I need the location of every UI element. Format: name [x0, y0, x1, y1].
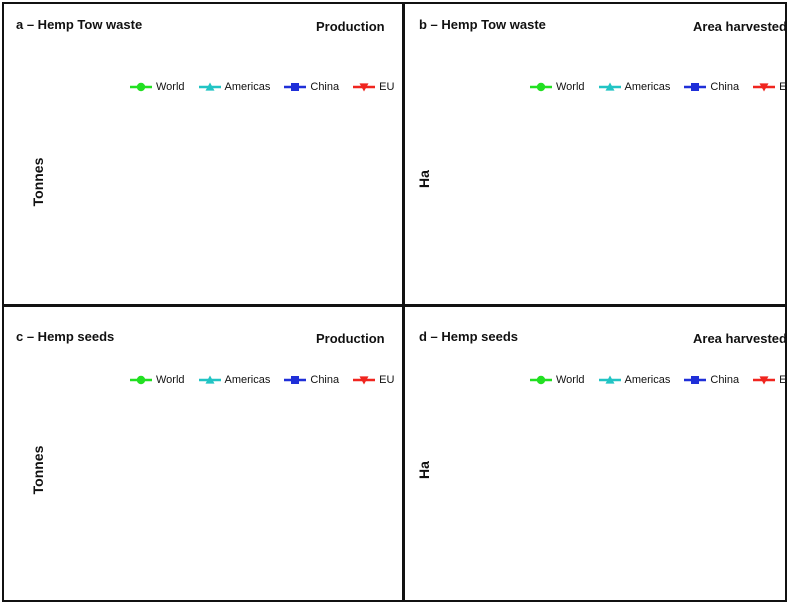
legend-marker-world — [536, 375, 546, 385]
legend-label-eu: EU — [779, 81, 787, 93]
legend-item-eu: EU — [753, 374, 787, 386]
legend-marker-americas — [205, 82, 215, 91]
legend-label-world: World — [156, 81, 185, 93]
legend-item-china: 0500001000001500001998200120042007201020… — [284, 81, 339, 93]
panel-b-kind: Area harvested — [693, 19, 787, 34]
legend-item-eu: EU — [353, 374, 394, 386]
legend-swatch-eu: 0100002000030000400005000019982001200420… — [353, 83, 376, 92]
panel-c-label: c – Hemp seeds — [16, 329, 115, 344]
legend-marker-eu — [359, 83, 369, 92]
legend-item-world: World — [530, 81, 585, 93]
legend-swatch-china: 0500001000001500001998200120042007201020… — [284, 83, 307, 91]
panel-a-plot — [4, 4, 404, 306]
legend-marker-eu — [759, 376, 769, 385]
legend-swatch-china — [684, 83, 707, 91]
panel-a-legend: 0200004000060000800001000001998200120042… — [130, 81, 402, 93]
legend-swatch-americas — [598, 375, 621, 384]
legend-marker-china — [291, 83, 300, 91]
legend-swatch-americas — [198, 375, 221, 384]
legend-swatch-world — [130, 375, 152, 385]
legend-item-eu: 0100002000030000400005000019982001200420… — [353, 81, 394, 93]
legend-item-americas: Americas — [598, 374, 671, 386]
legend-marker-eu — [759, 83, 769, 92]
legend-label-americas: Americas — [624, 374, 671, 386]
legend-swatch-china — [684, 376, 707, 384]
legend-item-americas: Americas — [198, 374, 271, 386]
panel-d: d – Hemp seeds Area harvested World Ameri… — [403, 305, 787, 602]
legend-label-china: China — [310, 81, 340, 93]
legend-item-americas: Americas — [598, 81, 671, 93]
legend-swatch-world — [530, 82, 552, 92]
panel-c-kind: Production — [316, 331, 385, 346]
legend-label-eu: EU — [779, 374, 787, 386]
panel-b-label: b – Hemp Tow waste — [419, 17, 546, 32]
legend-marker-world — [536, 82, 546, 92]
panel-a: a – Hemp Tow waste Production 0200004000… — [2, 2, 404, 306]
panel-d-kind: Area harvested — [693, 331, 787, 346]
legend-label-world: World — [156, 374, 185, 386]
legend-item-china: China — [684, 374, 739, 386]
panel-d-legend: World Americas China EU — [530, 374, 787, 386]
legend-item-world: World — [130, 374, 185, 386]
panel-b: b – Hemp Tow waste Area harvested World A… — [403, 2, 787, 306]
panel-a-label: a – Hemp Tow waste — [16, 17, 143, 32]
legend-label-eu: EU — [379, 81, 395, 93]
panel-d-label: d – Hemp seeds — [419, 329, 518, 344]
legend-item-china: China — [684, 81, 739, 93]
legend-marker-eu — [359, 376, 369, 385]
legend-item-americas: 0100002000040000600008000019982001200420… — [198, 81, 271, 93]
legend-label-world: World — [556, 81, 585, 93]
panel-a-kind: Production — [316, 19, 385, 34]
legend-swatch-eu — [753, 376, 776, 385]
legend-marker-china — [691, 83, 700, 91]
legend-swatch-china — [284, 376, 307, 384]
legend-swatch-world — [530, 375, 552, 385]
legend-item-eu: EU — [753, 81, 787, 93]
legend-label-china: China — [710, 374, 740, 386]
legend-label-eu: EU — [379, 374, 395, 386]
panel-c: c – Hemp seeds Production World Americas C… — [2, 305, 404, 602]
legend-marker-americas — [205, 375, 215, 384]
legend-swatch-eu — [353, 376, 376, 385]
panel-b-legend: World Americas China EU — [530, 81, 787, 93]
legend-marker-world — [136, 82, 146, 92]
legend-marker-china — [691, 376, 700, 384]
legend-label-world: World — [556, 374, 585, 386]
panel-d-plot — [405, 307, 787, 602]
legend-swatch-world: 0200004000060000800001000001998200120042… — [130, 82, 152, 92]
legend-label-americas: Americas — [624, 81, 671, 93]
legend-item-world: World — [530, 374, 585, 386]
legend-swatch-eu — [753, 83, 776, 92]
legend-label-china: China — [710, 81, 740, 93]
panel-c-legend: World Americas China EU — [130, 374, 402, 386]
legend-marker-americas — [605, 82, 615, 91]
legend-marker-china — [291, 376, 300, 384]
panel-b-plot — [405, 4, 787, 306]
legend-item-china: China — [284, 374, 339, 386]
legend-marker-americas — [605, 375, 615, 384]
legend-swatch-americas — [598, 82, 621, 91]
legend-swatch-americas: 0100002000040000600008000019982001200420… — [198, 82, 221, 91]
legend-label-china: China — [310, 374, 340, 386]
panel-c-plot — [4, 307, 404, 602]
legend-label-americas: Americas — [224, 374, 271, 386]
legend-label-americas: Americas — [224, 81, 271, 93]
legend-marker-world — [136, 375, 146, 385]
legend-item-world: 0200004000060000800001000001998200120042… — [130, 81, 185, 93]
